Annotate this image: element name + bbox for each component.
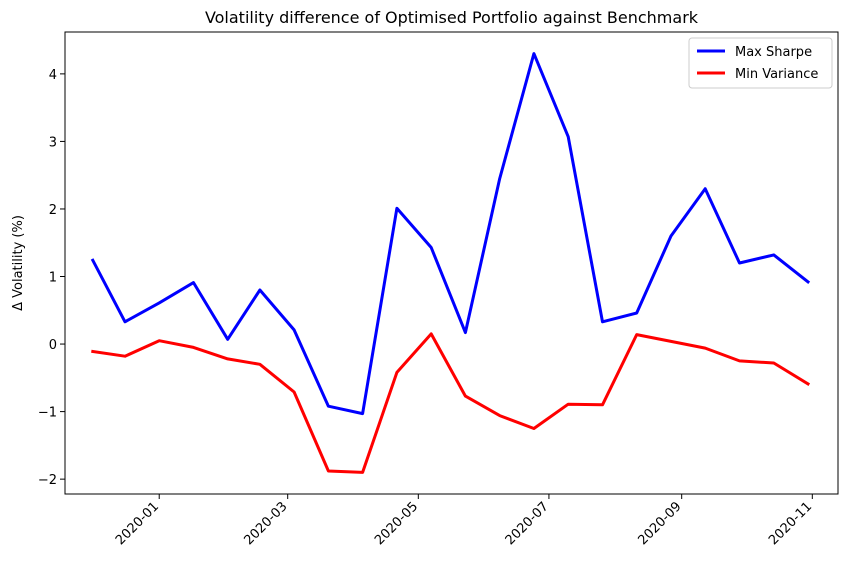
- y-tick-label: −2: [38, 473, 57, 488]
- x-tick-label: 2020-03: [241, 499, 290, 548]
- series-line-max-sharpe: [90, 52, 811, 416]
- x-tick-label: 2020-11: [766, 499, 815, 548]
- legend-label: Min Variance: [735, 67, 818, 82]
- legend: Max Sharpe Min Variance: [688, 37, 833, 89]
- y-tick-label: 4: [49, 68, 57, 83]
- axes: −2 −1 0 1 2 3 4 2020-01 2020-03 2020-05 2020-07 202…: [38, 68, 815, 548]
- x-tick-label: 2020-09: [635, 499, 684, 548]
- y-tick-label: 0: [49, 338, 57, 353]
- plot-area: [90, 52, 811, 474]
- x-tick-label: 2020-05: [372, 499, 421, 548]
- series-line-min-variance: [91, 332, 811, 474]
- chart-title: Volatility difference of Optimised Portf…: [205, 8, 699, 27]
- y-tick-label: 3: [49, 135, 57, 150]
- legend-label: Max Sharpe: [735, 45, 812, 60]
- x-tick-label: 2020-07: [503, 499, 552, 548]
- y-tick-label: 1: [49, 271, 57, 286]
- y-axis-title: Δ Volatility (%): [11, 215, 26, 311]
- plot-frame: [64, 31, 839, 495]
- y-tick-label: 2: [49, 203, 57, 218]
- y-tick-label: −1: [38, 406, 57, 421]
- x-tick-label: 2020-01: [113, 499, 162, 548]
